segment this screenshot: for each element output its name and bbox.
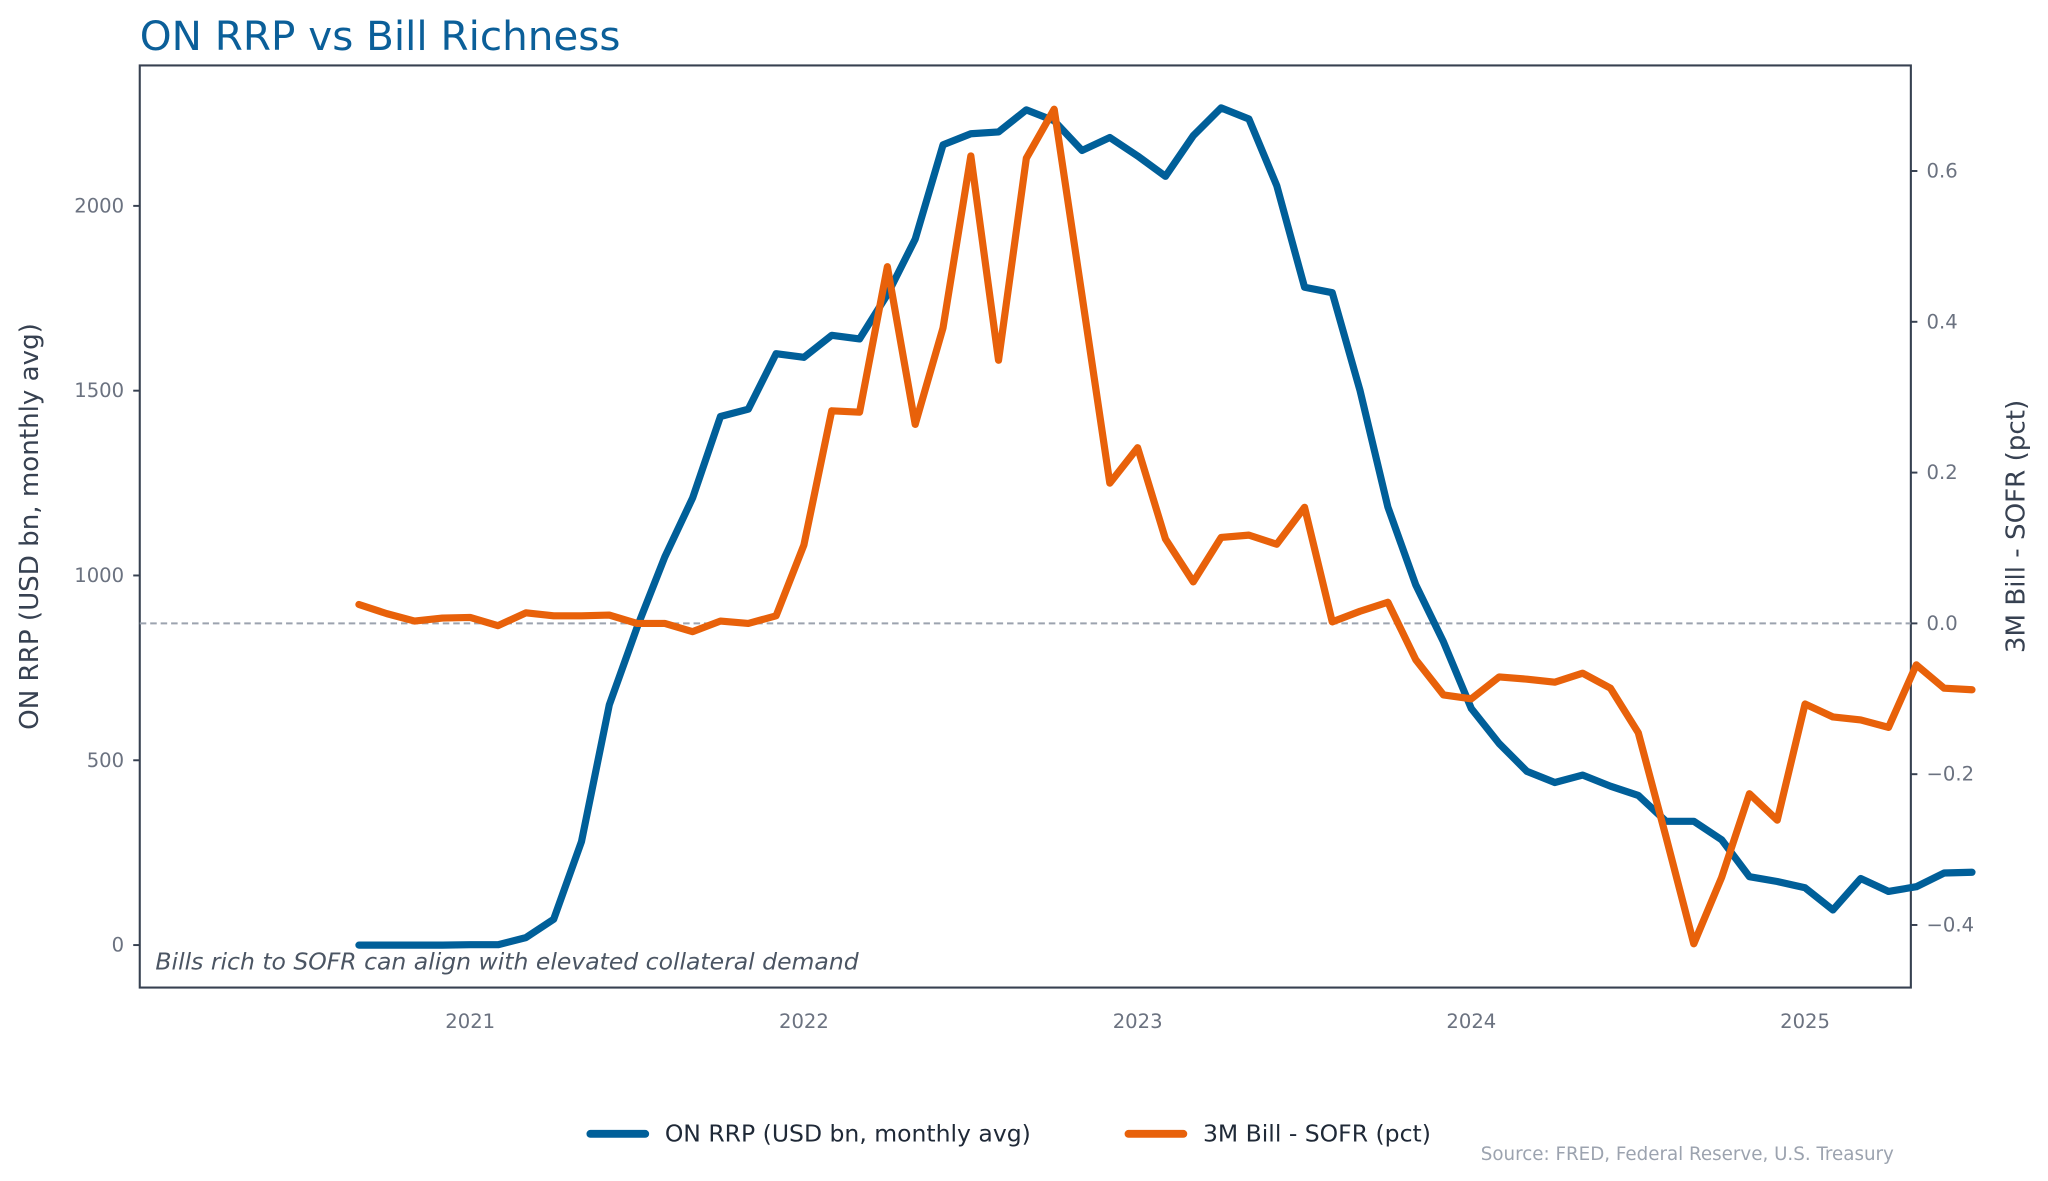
y-axis-label-left: ON RRP (USD bn, monthly avg)	[15, 323, 45, 730]
left-tick-label: 0	[112, 934, 124, 957]
right-tick-label: 0.6	[1927, 160, 1958, 183]
left-tick-label: 1000	[74, 564, 124, 587]
plot-area	[138, 64, 1912, 989]
series-lines	[355, 104, 1976, 949]
left-tick-label: 1500	[74, 379, 124, 402]
x-tick-label: 2021	[445, 1010, 495, 1033]
left-axis-ticks: 0 500 1000 1500 2000	[74, 194, 140, 957]
y-axis-label-right: 3M Bill - SOFR (pct)	[2001, 400, 2031, 653]
x-tick-label: 2023	[1113, 1010, 1163, 1033]
source-note: Source: FRED, Federal Reserve, U.S. Trea…	[1481, 1144, 1894, 1165]
x-tick-label: 2022	[779, 1010, 829, 1033]
right-tick-label: 0.0	[1927, 612, 1958, 635]
onrrp-points	[358, 107, 1973, 946]
legend-label-bill-sofr: 3M Bill - SOFR (pct)	[1203, 1120, 1431, 1148]
annotation: Bills rich to SOFR can align with elevat…	[155, 947, 859, 975]
left-tick-label: 2000	[74, 194, 124, 217]
bill-sofr-points	[358, 109, 1973, 944]
x-tick-label: 2024	[1446, 1010, 1496, 1033]
right-axis-ticks: −0.4 −0.2 0.0 0.2 0.4 0.6	[1910, 160, 1975, 937]
right-tick-label: −0.2	[1927, 763, 1975, 786]
legend-label-onrrp: ON RRP (USD bn, monthly avg)	[665, 1120, 1031, 1148]
x-axis-ticks: 2021 2022 2023 2024 2025	[445, 1010, 1830, 1033]
chart-title: ON RRP vs Bill Richness	[140, 12, 621, 60]
x-tick-label: 2025	[1780, 1010, 1830, 1033]
right-tick-label: 0.2	[1927, 461, 1958, 484]
legend: ON RRP (USD bn, monthly avg) 3M Bill - S…	[586, 1120, 1431, 1148]
left-tick-label: 500	[87, 749, 124, 772]
right-tick-label: −0.4	[1927, 914, 1975, 937]
right-tick-label: 0.4	[1927, 310, 1958, 333]
